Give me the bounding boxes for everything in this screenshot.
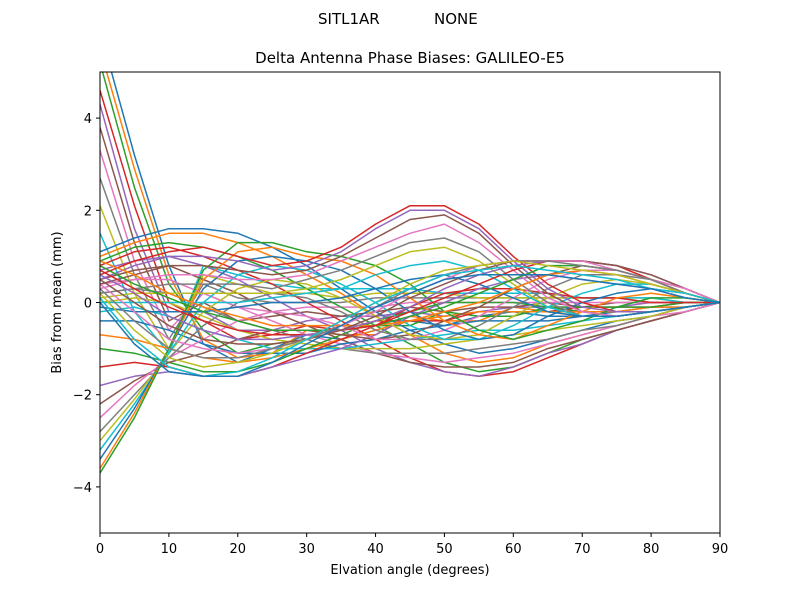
suptitle-station: SITL1AR — [318, 10, 380, 28]
chart-title: Delta Antenna Phase Biases: GALILEO-E5 — [255, 49, 565, 67]
x-axis: 0 10 20 30 40 50 60 70 80 90 — [96, 533, 728, 557]
x-tick-label: 60 — [505, 542, 522, 557]
series-line — [100, 297, 720, 350]
y-axis: −4 −2 0 2 4 — [73, 112, 100, 496]
x-axis-label: Elvation angle (degrees) — [330, 563, 489, 578]
series-line — [100, 274, 720, 378]
x-tick-label: 80 — [643, 542, 660, 557]
x-tick-label: 20 — [230, 542, 247, 557]
x-tick-label: 30 — [298, 542, 315, 557]
y-tick-label: 2 — [84, 204, 92, 219]
y-tick-label: 0 — [84, 297, 92, 312]
x-tick-label: 40 — [367, 542, 384, 557]
x-tick-label: 90 — [712, 542, 729, 557]
series-line — [100, 260, 720, 368]
x-tick-label: 0 — [96, 542, 104, 557]
suptitle-antenna: NONE — [434, 10, 478, 28]
x-tick-label: 50 — [436, 542, 453, 557]
y-tick-label: 4 — [84, 112, 92, 127]
x-tick-label: 70 — [574, 542, 591, 557]
y-tick-label: −4 — [73, 481, 92, 496]
x-tick-label: 10 — [161, 542, 178, 557]
series-line — [100, 260, 720, 345]
y-axis-label: Bias from mean (mm) — [50, 231, 65, 373]
series-line — [100, 209, 720, 313]
series-layer — [100, 72, 720, 474]
y-tick-label: −2 — [73, 389, 92, 404]
